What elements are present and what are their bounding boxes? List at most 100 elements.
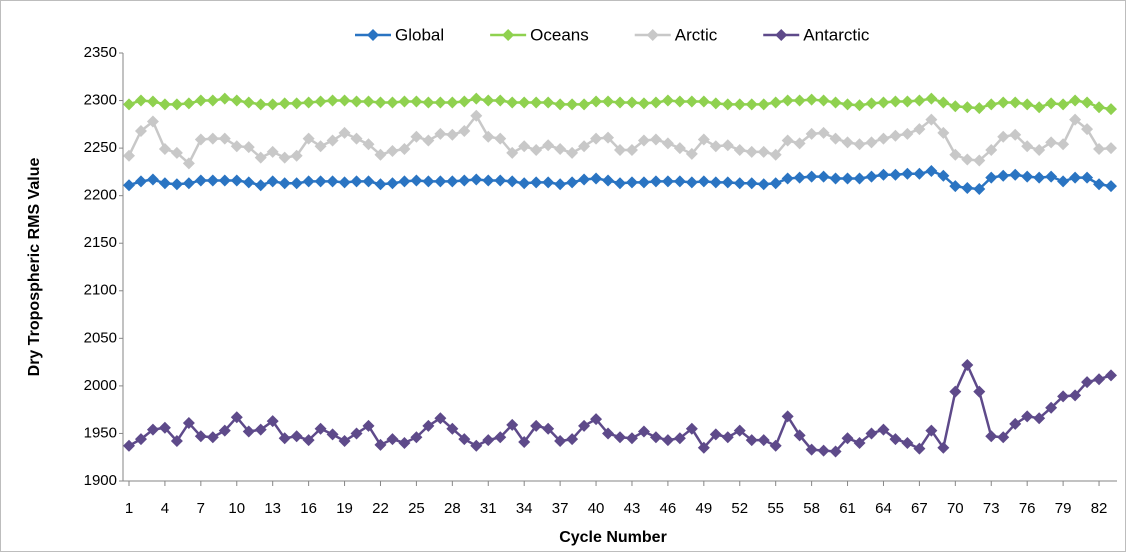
point-marker — [302, 96, 315, 109]
point-marker — [542, 139, 555, 152]
y-tick-label: 1950 — [84, 424, 117, 441]
point-marker — [1081, 123, 1094, 136]
point-marker — [937, 169, 950, 182]
point-marker — [853, 138, 866, 151]
x-tick-label: 58 — [803, 500, 820, 517]
point-marker — [973, 102, 986, 115]
point-marker — [1033, 171, 1046, 184]
point-marker — [961, 182, 974, 195]
point-marker — [889, 95, 902, 108]
point-marker — [625, 96, 638, 109]
point-marker — [841, 136, 854, 149]
point-marker — [721, 176, 734, 189]
point-marker — [326, 428, 339, 441]
point-marker — [194, 133, 207, 146]
point-marker — [649, 133, 662, 146]
point-marker — [122, 149, 135, 162]
point-marker — [398, 143, 411, 156]
x-tick-label: 61 — [839, 500, 856, 517]
point-marker — [182, 157, 195, 170]
point-marker — [877, 96, 890, 109]
x-axis-title: Cycle Number — [559, 529, 667, 546]
y-tick-label: 2200 — [84, 187, 117, 204]
point-marker — [913, 442, 926, 455]
point-marker — [637, 176, 650, 189]
point-marker — [1069, 171, 1082, 184]
point-marker — [1009, 96, 1022, 109]
point-marker — [637, 97, 650, 110]
point-marker — [446, 422, 459, 435]
point-marker — [278, 432, 291, 445]
point-marker — [254, 179, 267, 192]
point-marker — [661, 175, 674, 188]
point-marker — [170, 435, 183, 448]
point-marker — [278, 177, 291, 190]
point-marker — [470, 439, 483, 452]
point-marker — [566, 146, 579, 159]
x-tick-label: 46 — [660, 500, 677, 517]
point-marker — [530, 176, 543, 189]
point-marker — [1093, 143, 1106, 156]
point-marker — [302, 434, 315, 447]
point-marker — [745, 177, 758, 190]
point-marker — [949, 180, 962, 193]
point-marker — [949, 100, 962, 113]
legend-label: Antarctic — [803, 25, 870, 44]
point-marker — [769, 439, 782, 452]
point-marker — [853, 436, 866, 449]
point-marker — [350, 95, 363, 108]
x-tick-label: 52 — [731, 500, 748, 517]
point-marker — [290, 149, 303, 162]
y-tick-label: 1900 — [84, 472, 117, 489]
point-marker — [901, 95, 914, 108]
point-marker — [625, 432, 638, 445]
point-marker — [817, 94, 830, 107]
x-tick-label: 4 — [161, 500, 169, 517]
point-marker — [170, 178, 183, 191]
point-marker — [973, 154, 986, 167]
point-marker — [913, 167, 926, 180]
point-marker — [266, 415, 279, 428]
point-marker — [578, 140, 591, 153]
point-marker — [745, 434, 758, 447]
point-marker — [1105, 369, 1118, 382]
point-marker — [326, 134, 339, 147]
point-marker — [925, 164, 938, 177]
point-marker — [290, 97, 303, 110]
point-marker — [362, 175, 375, 188]
point-marker — [182, 97, 195, 110]
point-marker — [637, 425, 650, 438]
y-tick-label: 2300 — [84, 92, 117, 109]
point-marker — [350, 132, 363, 145]
point-marker — [158, 177, 171, 190]
point-marker — [1033, 412, 1046, 425]
point-marker — [218, 92, 231, 105]
point-marker — [194, 430, 207, 443]
point-marker — [206, 132, 219, 145]
point-marker — [961, 153, 974, 166]
point-marker — [170, 146, 183, 159]
point-marker — [757, 98, 770, 111]
point-marker — [338, 94, 351, 107]
y-tick-label: 2350 — [84, 44, 117, 61]
legend-marker — [775, 29, 788, 41]
point-marker — [1081, 376, 1094, 389]
point-marker — [1105, 103, 1118, 116]
point-marker — [721, 431, 734, 444]
point-marker — [1057, 175, 1070, 188]
point-marker — [709, 428, 722, 441]
point-marker — [697, 441, 710, 454]
point-marker — [781, 410, 794, 423]
point-marker — [338, 126, 351, 139]
point-marker — [350, 427, 363, 440]
point-marker — [697, 95, 710, 108]
x-tick-label: 73 — [983, 500, 1000, 517]
point-marker — [434, 175, 447, 188]
legend-marker — [367, 29, 379, 41]
point-marker — [614, 144, 626, 157]
point-marker — [362, 95, 375, 108]
x-tick-label: 55 — [767, 500, 784, 517]
point-marker — [889, 433, 902, 446]
point-marker — [422, 134, 435, 147]
